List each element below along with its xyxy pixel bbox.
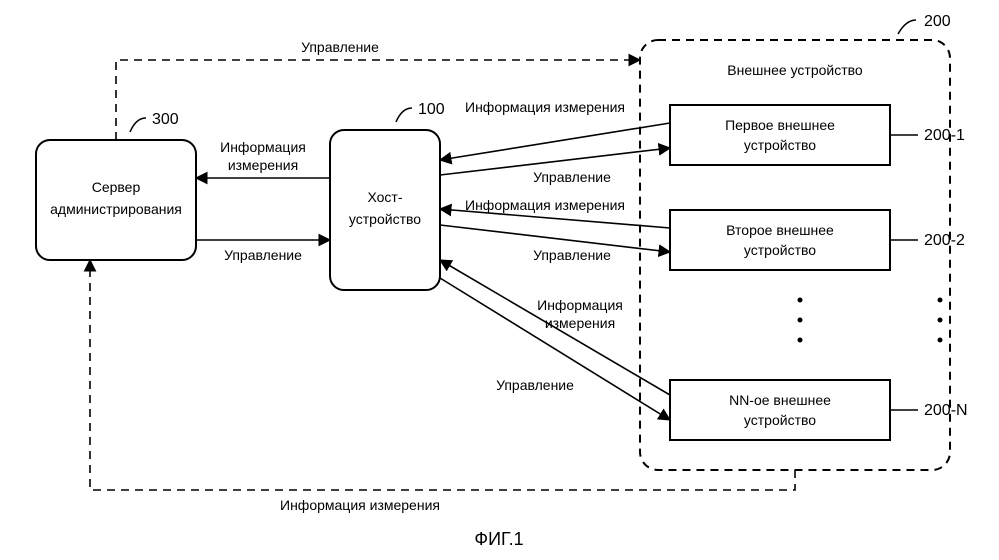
edge-host-to-server-label-1: Информация xyxy=(220,139,306,155)
device-n-label-2: устройство xyxy=(744,412,816,428)
host-ref-leader xyxy=(396,108,412,122)
edge-devn-info-label-2: измерения xyxy=(545,315,615,331)
server-box xyxy=(36,140,196,260)
edge-host-to-server-label-2: измерения xyxy=(228,157,298,173)
figure-caption: ФИГ.1 xyxy=(474,529,523,549)
edge-dev1-ctrl-label: Управление xyxy=(533,169,611,185)
device-2-box xyxy=(670,210,890,270)
edge-devn-info-label-1: Информация xyxy=(537,297,623,313)
external-container-title: Внешнее устройство xyxy=(727,62,863,78)
host-box xyxy=(330,130,440,290)
device-1-label-2: устройство xyxy=(744,137,816,153)
host-ref: 100 xyxy=(418,101,445,118)
server-label-2: администрирования xyxy=(50,201,182,217)
device-n-ref: 200-N xyxy=(924,402,968,419)
edge-dev2-ctrl-label: Управление xyxy=(533,247,611,263)
device-n-box xyxy=(670,380,890,440)
device-n-label-1: NN-ое внешнее xyxy=(729,392,831,408)
dots-icon xyxy=(938,338,943,343)
server-ref: 300 xyxy=(152,111,179,128)
device-1-ref: 200-1 xyxy=(924,127,965,144)
host-label-1: Хост- xyxy=(367,189,402,205)
edge-devn-ctrl-label: Управление xyxy=(496,377,574,393)
dots-icon xyxy=(938,298,943,303)
container-ref-leader xyxy=(898,20,916,34)
edge-dev2-info-label: Информация измерения xyxy=(465,197,625,213)
edge-dev1-info-label: Информация измерения xyxy=(465,99,625,115)
device-2-label-1: Второе внешнее xyxy=(726,222,834,238)
edge-dashed-top-label: Управление xyxy=(301,39,379,55)
edge-dev1-to-host xyxy=(440,123,670,160)
container-ref: 200 xyxy=(924,13,951,30)
device-2-label-2: устройство xyxy=(744,242,816,258)
device-1-box xyxy=(670,105,890,165)
edge-dashed-bottom xyxy=(90,260,795,490)
dots-icon xyxy=(938,318,943,323)
edge-server-to-host-label: Управление xyxy=(224,247,302,263)
edge-dashed-bottom-label: Информация измерения xyxy=(280,497,440,513)
device-1-label-1: Первое внешнее xyxy=(725,117,835,133)
dots-icon xyxy=(798,318,803,323)
server-label-1: Сервер xyxy=(92,179,141,195)
server-ref-leader xyxy=(130,118,146,132)
dots-icon xyxy=(798,338,803,343)
device-2-ref: 200-2 xyxy=(924,232,965,249)
host-label-2: устройство xyxy=(349,211,421,227)
dots-icon xyxy=(798,298,803,303)
